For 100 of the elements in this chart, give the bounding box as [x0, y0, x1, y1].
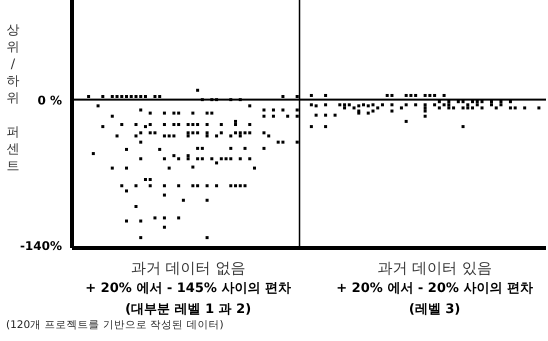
- point: [296, 114, 299, 118]
- point: [234, 184, 238, 188]
- point: [172, 123, 176, 126]
- point: [148, 131, 152, 134]
- point: [447, 106, 450, 110]
- point: [215, 161, 218, 164]
- point: [101, 125, 104, 128]
- y-tick-label: -140%: [20, 238, 62, 253]
- point: [148, 178, 152, 182]
- point: [125, 220, 128, 223]
- point: [186, 154, 190, 158]
- point: [172, 134, 176, 138]
- point: [177, 123, 180, 126]
- point: [125, 95, 128, 98]
- point: [186, 134, 190, 138]
- point: [404, 103, 408, 106]
- point: [238, 157, 242, 160]
- point: [139, 108, 142, 112]
- point: [424, 114, 427, 118]
- point: [366, 112, 370, 115]
- point: [215, 184, 218, 188]
- point: [390, 103, 394, 106]
- point: [191, 166, 194, 169]
- point: [244, 184, 247, 188]
- point: [148, 123, 152, 126]
- point: [200, 157, 204, 160]
- point: [139, 236, 142, 240]
- point: [177, 157, 180, 160]
- point: [139, 157, 142, 160]
- point: [272, 114, 275, 118]
- point: [162, 194, 166, 197]
- point: [248, 123, 252, 126]
- point: [220, 157, 223, 160]
- point: [262, 131, 266, 134]
- point: [162, 216, 166, 220]
- point: [324, 114, 328, 117]
- point: [172, 154, 176, 158]
- point: [281, 140, 284, 144]
- point: [476, 103, 479, 106]
- point: [206, 131, 209, 134]
- point: [177, 184, 180, 188]
- x-tick-label: 과거 데이터 있음 + 20% 에서 - 20% 사이의 편차 (레벨 3): [335, 258, 534, 319]
- point: [238, 184, 242, 188]
- point: [206, 198, 209, 202]
- point: [234, 123, 238, 126]
- point: [162, 123, 166, 126]
- point: [220, 131, 223, 134]
- point: [125, 189, 128, 192]
- point: [200, 146, 204, 150]
- x-tick-label: 과거 데이터 없음 + 20% 에서 - 145% 사이의 편차 (대부분 레벨 1 과 2): [84, 258, 292, 319]
- point: [234, 131, 238, 134]
- point: [110, 166, 114, 170]
- point: [144, 178, 147, 182]
- point: [186, 123, 190, 126]
- point: [471, 106, 474, 110]
- point: [490, 103, 493, 106]
- point: [238, 134, 242, 138]
- point: [139, 131, 142, 134]
- point: [390, 110, 394, 113]
- point: [196, 123, 200, 126]
- point: [462, 125, 465, 128]
- point: [206, 236, 209, 240]
- point: [442, 103, 446, 106]
- point: [248, 131, 252, 134]
- point: [134, 134, 138, 138]
- point: [433, 103, 436, 106]
- point: [414, 103, 418, 106]
- text: (120개 프로젝트를 기반으로 작성된 데이터): [6, 318, 224, 332]
- point: [177, 216, 180, 220]
- point: [244, 131, 247, 134]
- point: [404, 120, 408, 123]
- point: [229, 157, 232, 160]
- point: [238, 131, 242, 134]
- point: [158, 148, 162, 151]
- point: [229, 146, 232, 150]
- point: [168, 166, 171, 170]
- text: 상위/하위 퍼센트: [6, 23, 20, 174]
- point: [324, 125, 328, 128]
- point: [296, 140, 299, 144]
- point: [139, 140, 142, 144]
- point: [148, 184, 152, 188]
- point: [424, 106, 427, 110]
- point: [191, 184, 194, 188]
- point: [499, 103, 502, 106]
- point: [162, 184, 166, 188]
- point: [153, 131, 156, 134]
- point: [120, 123, 124, 126]
- point: [296, 108, 299, 112]
- point: [120, 184, 124, 188]
- point: [210, 112, 214, 115]
- point: [134, 123, 138, 126]
- point: [191, 123, 194, 126]
- point: [134, 184, 138, 188]
- point: [324, 103, 328, 106]
- point: [206, 134, 209, 138]
- point: [210, 157, 214, 160]
- y-tick-label: 0 %: [37, 94, 62, 108]
- point: [116, 134, 119, 138]
- point: [162, 134, 166, 138]
- point: [438, 106, 441, 110]
